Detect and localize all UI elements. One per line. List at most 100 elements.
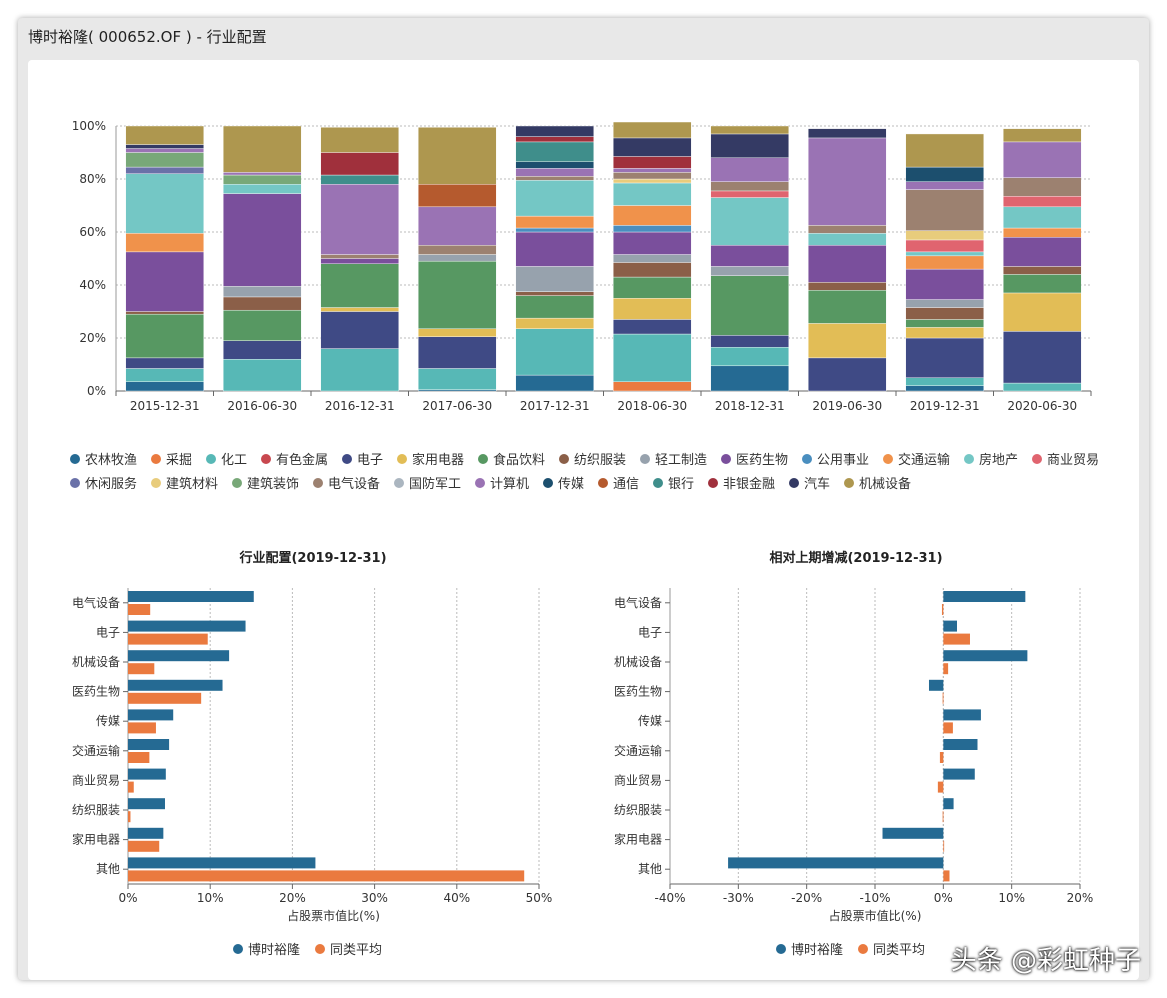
- bar-segment: [320, 263, 399, 308]
- legend-marker: [394, 478, 404, 488]
- x-tick-label: 50%: [526, 891, 553, 905]
- legend-label: 博时裕隆: [248, 943, 300, 958]
- bar-segment: [515, 136, 594, 143]
- bar-segment: [418, 260, 497, 329]
- x-tick-label: -10%: [859, 891, 890, 905]
- bar-segment: [905, 268, 984, 300]
- y-category-label: 交通运输: [614, 743, 662, 758]
- bar: [128, 798, 165, 810]
- legend-marker: [151, 454, 161, 464]
- bar-segment: [613, 381, 692, 392]
- x-tick-label: 2017-06-30: [422, 399, 492, 413]
- bar-segment: [418, 336, 497, 369]
- bar-segment: [710, 125, 789, 135]
- legend-label: 国防军工: [409, 476, 461, 492]
- x-axis-label: 占股票市值比(%): [287, 908, 380, 923]
- bar: [128, 781, 134, 793]
- bar: [942, 811, 944, 823]
- chart-card: 0% 20% 40% 60% 80% 100% 2015-12-31 2016-06-30 20…: [28, 60, 1139, 980]
- bar: [128, 857, 316, 869]
- bar-segment: [905, 307, 984, 320]
- bar-segment: [1003, 141, 1082, 178]
- legend-marker: [233, 944, 243, 954]
- bar-segment: [1003, 292, 1082, 332]
- legend-marker: [964, 454, 974, 464]
- bar: [882, 827, 944, 839]
- legend-label: 同类平均: [873, 943, 925, 958]
- bar-segment: [515, 176, 594, 181]
- legend-marker: [559, 454, 569, 464]
- bar: [128, 663, 155, 675]
- legend-label: 公用事业: [817, 453, 869, 468]
- bar-segment: [418, 254, 497, 262]
- bar: [943, 650, 1028, 662]
- window-frame: 博时裕隆( 000652.OF ) - 行业配置 0% 20% 40% 60% 80% 1…: [18, 18, 1149, 980]
- bar-segment: [710, 190, 789, 198]
- y-tick-label: 80%: [79, 172, 106, 186]
- bar: [128, 722, 156, 734]
- y-category-label: 电子: [96, 625, 120, 639]
- bar-segment: [320, 254, 399, 259]
- legend-label: 汽车: [804, 476, 830, 492]
- y-category-label: 医药生物: [614, 685, 662, 699]
- x-tick-label: 20%: [1067, 891, 1094, 905]
- x-tick-label: 40%: [443, 891, 470, 905]
- bar-segment: [710, 245, 789, 267]
- legend-marker: [397, 454, 407, 464]
- legend-label: 纺织服装: [574, 453, 626, 468]
- x-tick-label: 2020-06-30: [1007, 399, 1077, 413]
- bar-segment: [320, 307, 399, 312]
- charts-canvas: 0% 20% 40% 60% 80% 100% 2015-12-31 2016-06-30 20…: [70, 119, 1099, 958]
- bar-segment: [515, 231, 594, 267]
- bar-segment: [905, 251, 984, 257]
- x-tick-label: 0%: [118, 891, 137, 905]
- legend-marker: [858, 944, 868, 954]
- bar-segment: [320, 152, 399, 176]
- bar-segment: [515, 125, 594, 137]
- x-tick-label: 2016-12-31: [325, 399, 395, 413]
- bar-segment: [710, 335, 789, 348]
- bar-segment: [905, 189, 984, 231]
- y-tick-label: 100%: [72, 119, 106, 133]
- x-tick-label: 0%: [934, 891, 953, 905]
- y-category-label: 机械设备: [72, 654, 120, 669]
- y-category-label: 家用电器: [72, 832, 120, 847]
- legend-marker: [315, 944, 325, 954]
- bar: [128, 840, 160, 852]
- bar: [128, 679, 223, 691]
- bar-segment: [613, 121, 692, 139]
- legend-label: 医药生物: [736, 453, 788, 468]
- bar-segment: [125, 313, 204, 359]
- legend-marker: [543, 478, 553, 488]
- bar-segment: [515, 291, 594, 296]
- bar-segment: [418, 206, 497, 246]
- bar-segment: [515, 168, 594, 177]
- y-category-label: 纺织服装: [72, 803, 120, 817]
- legend-label: 计算机: [490, 477, 529, 492]
- chart-title: 相对上期增减(2019-12-31): [769, 550, 942, 566]
- bar-segment: [223, 184, 302, 194]
- legend-marker: [708, 478, 718, 488]
- bar-segment: [710, 197, 789, 246]
- bar: [943, 709, 981, 721]
- bar-segment: [418, 328, 497, 337]
- bar-segment: [515, 227, 594, 233]
- legend-marker: [789, 478, 799, 488]
- legend-marker: [478, 454, 488, 464]
- bar-segment: [320, 258, 399, 265]
- y-tick-label: 60%: [79, 225, 106, 239]
- legend-marker: [475, 478, 485, 488]
- bar-segment: [223, 125, 302, 173]
- x-tick-label: -20%: [791, 891, 822, 905]
- bar: [128, 591, 254, 602]
- x-tick-label: 2017-12-31: [520, 399, 590, 413]
- bar-segment: [808, 323, 887, 359]
- legend-marker: [1032, 454, 1042, 464]
- y-category-label: 其他: [638, 862, 662, 876]
- bar-segment: [808, 282, 887, 291]
- y-category-label: 传媒: [638, 713, 662, 728]
- bar: [943, 633, 970, 645]
- bar-segment: [905, 377, 984, 386]
- bar: [943, 663, 949, 675]
- legend-label: 电气设备: [328, 476, 380, 492]
